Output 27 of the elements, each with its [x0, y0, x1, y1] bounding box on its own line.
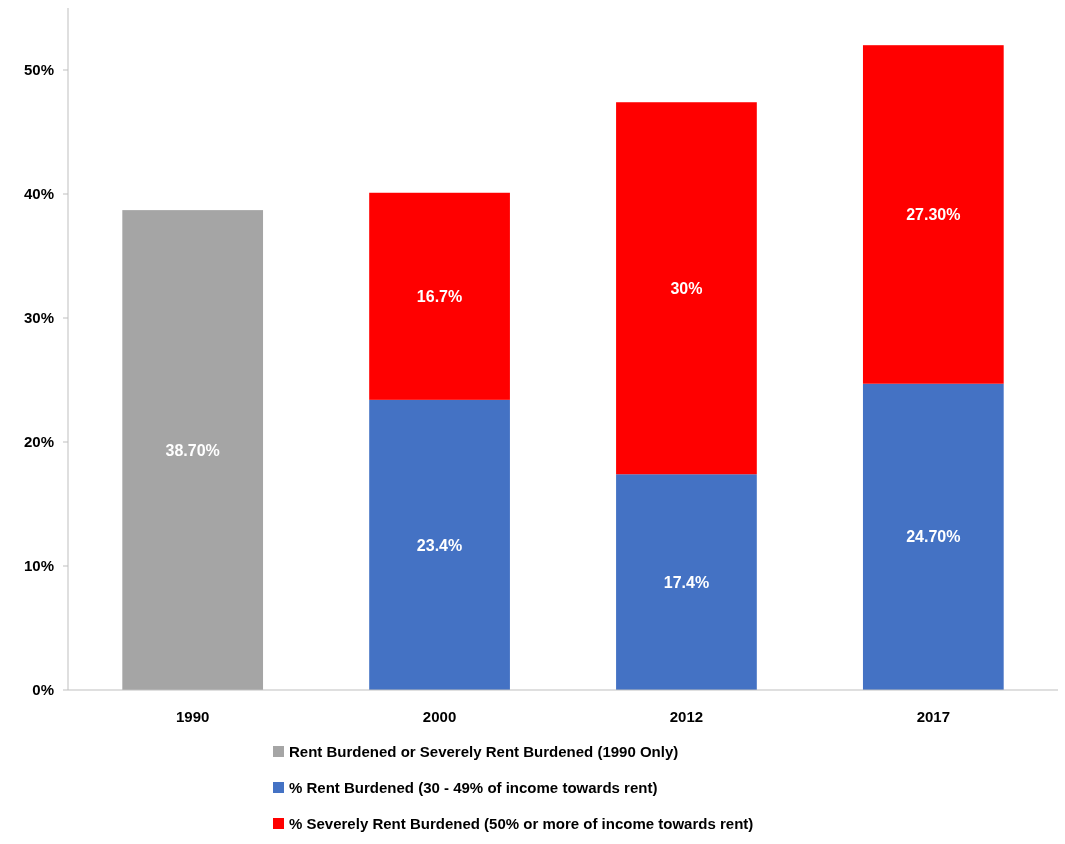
data-label: 38.70% — [165, 441, 220, 459]
bar — [369, 399, 510, 690]
y-tick-label: 10% — [23, 557, 54, 575]
data-label: 30% — [670, 279, 703, 297]
bar — [616, 102, 757, 475]
x-tick-label: 2012 — [669, 708, 704, 725]
bar — [122, 210, 264, 690]
data-label: 16.7% — [416, 287, 463, 305]
y-tick-label: 0% — [32, 681, 54, 699]
bar — [369, 192, 510, 400]
x-tick-label: 1990 — [175, 708, 210, 725]
y-tick-label: 30% — [23, 309, 54, 327]
x-tick-label: 2000 — [422, 708, 457, 725]
data-label: 17.4% — [663, 573, 710, 591]
bar — [862, 45, 1004, 384]
y-tick-label: 50% — [23, 61, 54, 79]
legend-label: Rent Burdened or Severely Rent Burdened (1990 Only) — [289, 743, 679, 761]
data-label: 27.30% — [906, 206, 961, 224]
legend-label: % Severely Rent Burdened (50% or more of income towards rent) — [289, 815, 754, 833]
bar — [616, 474, 757, 690]
x-tick-label: 2017 — [916, 708, 951, 725]
legend-label: % Rent Burdened (30 - 49% of income towards rent) — [289, 779, 658, 797]
bar — [862, 383, 1004, 690]
y-tick-label: 20% — [23, 433, 54, 451]
data-label: 23.4% — [416, 536, 463, 554]
y-tick-label: 40% — [23, 185, 54, 203]
data-label: 24.70% — [906, 528, 961, 546]
